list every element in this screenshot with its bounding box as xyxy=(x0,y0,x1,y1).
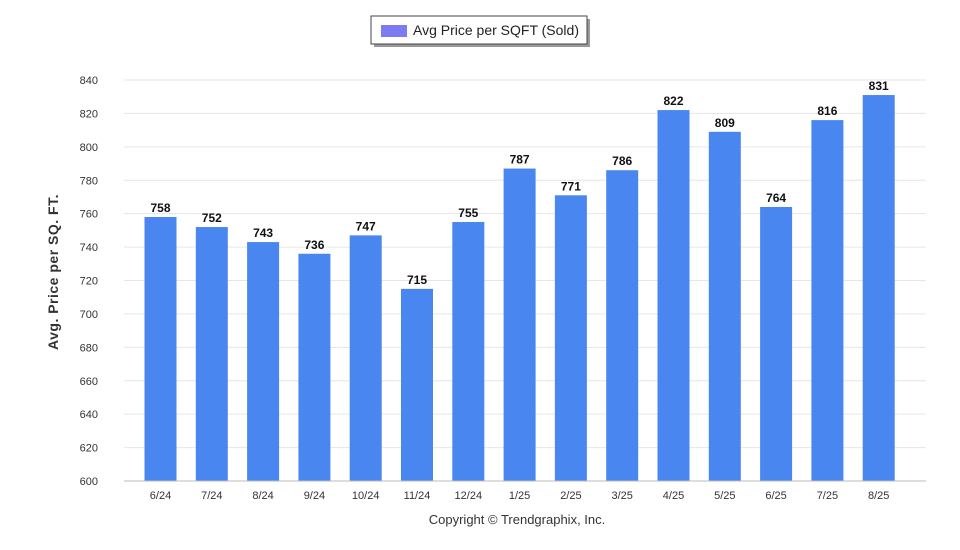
x-axis: 6/24 7/24 8/24 9/24 10/24 11/24 12/24 1/25 2/25 3… xyxy=(124,480,926,502)
y-tick-label: 620 xyxy=(80,443,98,455)
data-label: 715 xyxy=(407,273,427,287)
bar xyxy=(811,120,844,481)
data-label: 736 xyxy=(304,238,324,252)
y-axis-label: Avg. Price per SQ. FT. xyxy=(45,194,61,350)
x-tick-label: 6/25 xyxy=(765,490,786,502)
x-tick-label: 6/24 xyxy=(150,490,171,502)
data-label: 743 xyxy=(253,226,273,240)
y-tick-label: 780 xyxy=(80,175,98,187)
data-label: 752 xyxy=(202,211,222,225)
bar xyxy=(657,110,690,481)
bar xyxy=(760,206,793,481)
x-tick-label: 8/25 xyxy=(868,490,889,502)
data-labels: 758 752 743 736 747 715 755 787 771 786 822 809 764 8… xyxy=(150,79,889,287)
x-tick-label: 7/24 xyxy=(201,490,222,502)
bar xyxy=(452,222,485,482)
y-tick-label: 820 xyxy=(80,108,98,120)
x-tick-label: 2/25 xyxy=(560,490,581,502)
x-tick-label: 3/25 xyxy=(611,490,632,502)
bar xyxy=(349,235,382,481)
y-tick-label: 640 xyxy=(80,409,98,421)
data-label: 831 xyxy=(869,79,889,93)
data-label: 816 xyxy=(817,104,837,118)
data-label: 755 xyxy=(458,206,478,220)
y-tick-label: 660 xyxy=(80,376,98,388)
bar xyxy=(708,131,741,481)
bar xyxy=(606,170,639,481)
y-tick-label: 800 xyxy=(80,142,98,154)
y-tick-label: 700 xyxy=(80,309,98,321)
data-label: 771 xyxy=(561,179,581,193)
bar xyxy=(247,242,280,481)
y-axis: 600 620 640 660 680 700 720 740 760 780 800 820 840 xyxy=(80,75,98,488)
x-tick-label: 7/25 xyxy=(817,490,838,502)
x-tick-label: 8/24 xyxy=(252,490,273,502)
data-label: 822 xyxy=(663,94,683,108)
x-tick-label: 5/25 xyxy=(714,490,735,502)
bar xyxy=(503,168,536,481)
y-tick-label: 760 xyxy=(80,209,98,221)
y-tick-label: 740 xyxy=(80,242,98,254)
data-label: 758 xyxy=(150,201,170,215)
data-label: 787 xyxy=(510,153,530,167)
bar xyxy=(195,227,228,481)
copyright-text: Copyright © Trendgraphix, Inc. xyxy=(429,512,606,527)
x-tick-label: 10/24 xyxy=(352,490,380,502)
y-tick-label: 680 xyxy=(80,342,98,354)
y-tick-label: 840 xyxy=(80,75,98,87)
bar xyxy=(554,195,587,481)
bar xyxy=(862,95,895,481)
bar xyxy=(144,217,177,481)
data-label: 747 xyxy=(356,219,376,233)
bar xyxy=(401,288,433,481)
x-tick-label: 12/24 xyxy=(455,490,483,502)
data-label: 809 xyxy=(715,116,735,130)
data-label: 764 xyxy=(766,191,786,205)
y-tick-label: 720 xyxy=(80,276,98,288)
y-tick-label: 600 xyxy=(80,476,98,488)
x-tick-label: 1/25 xyxy=(509,490,530,502)
x-tick-label: 9/24 xyxy=(304,490,325,502)
data-label: 786 xyxy=(612,154,632,168)
legend-label: Avg Price per SQFT (Sold) xyxy=(413,22,579,38)
bars xyxy=(144,95,895,482)
legend: Avg Price per SQFT (Sold) xyxy=(370,15,590,47)
legend-swatch xyxy=(381,25,407,37)
x-tick-label: 4/25 xyxy=(663,490,684,502)
bar xyxy=(298,253,331,481)
x-tick-label: 11/24 xyxy=(404,490,431,502)
